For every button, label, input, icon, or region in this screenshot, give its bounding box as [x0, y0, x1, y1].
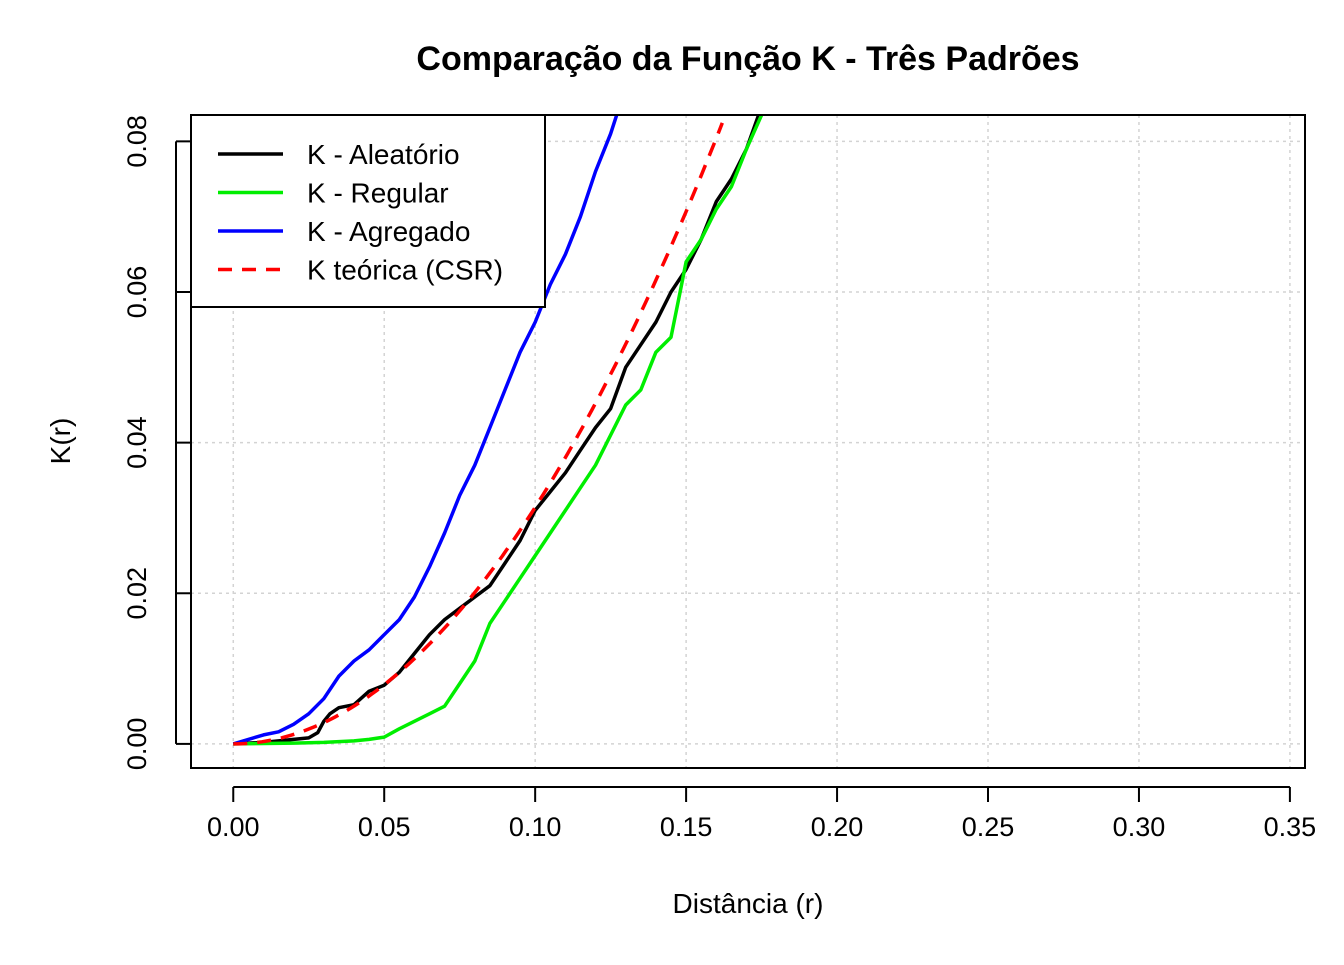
y-tick-label: 0.00: [122, 718, 152, 771]
series-lines: [232, 115, 764, 746]
series-line-2: [232, 115, 619, 746]
x-tick-label: 0.15: [660, 812, 713, 842]
y-tick-label: 0.02: [122, 567, 152, 620]
legend-box: [190, 114, 546, 308]
x-tick-label: 0.00: [207, 812, 260, 842]
x-tick-label: 0.25: [962, 812, 1015, 842]
y-axis-label: K(r): [45, 418, 76, 465]
series-line-0: [233, 115, 761, 746]
legend-label-3: K teórica (CSR): [307, 255, 503, 286]
series-line-1: [233, 115, 764, 746]
x-tick-label: 0.10: [509, 812, 562, 842]
x-tick-label: 0.20: [811, 812, 864, 842]
chart-title: Comparação da Função K - Três Padrões: [416, 40, 1079, 78]
x-tick-label: 0.30: [1113, 812, 1166, 842]
legend-label-2: K - Agregado: [307, 216, 470, 247]
y-tick-label: 0.04: [122, 416, 152, 469]
y-tick-label: 0.06: [122, 266, 152, 319]
legend-label-1: K - Regular: [307, 178, 449, 209]
series-line-3: [233, 122, 724, 746]
legend: K - Aleatório K - Regular K - Agregado K te…: [190, 114, 546, 308]
legend-label-0: K - Aleatório: [307, 139, 460, 170]
x-axis-label: Distância (r): [673, 888, 824, 919]
y-axis: 0.00 0.02 0.04 0.06 0.08: [122, 115, 191, 770]
plot-frame: [190, 114, 1306, 769]
x-tick-label: 0.35: [1264, 812, 1317, 842]
x-axis: 0.00 0.05 0.10 0.15 0.20 0.25 0.30 0.35: [207, 786, 1317, 842]
y-tick-label: 0.08: [122, 115, 152, 168]
x-tick-label: 0.05: [358, 812, 411, 842]
